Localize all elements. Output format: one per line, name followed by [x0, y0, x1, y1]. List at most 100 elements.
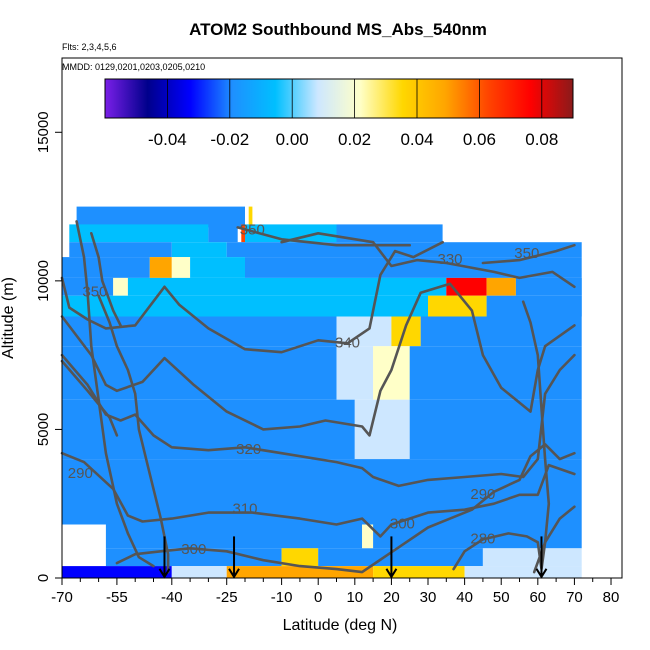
- contour-lines: [60, 220, 576, 574]
- contour-line-330-5: [60, 282, 576, 437]
- heatmap-cell-7-0: [62, 346, 337, 400]
- heatmap-cell-0-1: [248, 206, 253, 228]
- x-tick-label-80: 80: [603, 589, 620, 606]
- heatmap-cell-5-2: [486, 295, 582, 317]
- heatmap-cell-7-2: [373, 346, 410, 400]
- contour-line-350-1: [236, 226, 411, 247]
- dates-note: MMDD: 0129,0201,0203,0205,0210: [62, 62, 205, 72]
- x-tick-label-70: 70: [566, 589, 583, 606]
- heatmap-cell-3-0: [62, 257, 150, 278]
- contour-line-280-10: [452, 505, 576, 571]
- colorbar-tick-label-0: -0.04: [148, 130, 187, 149]
- heatmap-cell-11-2: [318, 548, 483, 567]
- contour-line-320-6: [60, 353, 576, 488]
- heatmap-cell-11-3: [482, 548, 582, 567]
- x-axis-label: Latitude (deg N): [283, 617, 398, 634]
- heatmap-cell-12-3: [373, 566, 465, 578]
- contour-label-9: 290: [68, 465, 93, 482]
- flight-arrow-0: [158, 536, 171, 579]
- colorbar-tick-label-4: 0.04: [400, 130, 433, 149]
- heatmap-cell-1-2: [241, 224, 245, 243]
- colorbar-tick-label-2: 0.00: [276, 130, 309, 149]
- x-axis: -70 -55 -40 -25 -10 0 10 20 30 40 50 60 70 80: [51, 577, 622, 606]
- heatmap-cell-3-1: [149, 257, 172, 278]
- heatmap-cell-4-2: [127, 277, 447, 296]
- y-tick-label-10000: 10000: [35, 260, 52, 302]
- heatmap-cell-12-1: [171, 566, 227, 578]
- heatmap-cell-12-4: [464, 566, 582, 578]
- contour-label-10: 290: [470, 486, 495, 503]
- colorbar: -0.04 -0.02 0.00 0.02 0.04 0.06 0.08: [104, 78, 574, 149]
- colorbar-tick-label-1: -0.02: [210, 130, 249, 149]
- contour-labels: 350 350 330 350 340 320 310 300 300 290 290 280: [68, 221, 540, 558]
- x-tick-label-50: 50: [493, 589, 510, 606]
- heatmap-cell-1-0: [69, 224, 209, 243]
- x-tick-label--70: -70: [51, 589, 73, 606]
- x-tick-label-60: 60: [529, 589, 546, 606]
- heatmap-cell-8-2: [409, 399, 582, 460]
- flight-arrow-1: [228, 536, 240, 579]
- flight-arrow-3: [535, 536, 548, 579]
- x-tick-label-10: 10: [346, 589, 363, 606]
- contour-label-4: 340: [335, 334, 360, 351]
- contour-line-300-8: [115, 443, 576, 574]
- contour-line-340-4: [60, 240, 444, 354]
- chart-title: ATOM2 Southbound MS_Abs_540nm: [189, 20, 487, 39]
- y-axis: 0 5000 10000 15000: [35, 111, 62, 582]
- y-axis-label: Altitude (m): [0, 277, 17, 359]
- x-tick-label--25: -25: [216, 589, 238, 606]
- heatmap-cell-1-3: [245, 224, 337, 243]
- contour-label-3: 350: [514, 245, 539, 262]
- y-tick-label-15000: 15000: [35, 111, 52, 153]
- heatmap-cell-2-2: [226, 242, 582, 258]
- heatmap-cell-4-1: [113, 277, 128, 296]
- y-tick-label-0: 0: [35, 574, 52, 582]
- x-tick-label--55: -55: [106, 589, 128, 606]
- contour-label-5: 320: [236, 441, 261, 458]
- heatmap-cell-12-2: [226, 566, 374, 578]
- flight-arrows: [158, 536, 548, 579]
- heatmap-cell-3-2: [171, 257, 191, 278]
- contour-line-300-11: [75, 220, 155, 568]
- contour-label-6: 310: [232, 501, 257, 518]
- heatmap-cell-1-4: [336, 224, 443, 243]
- x-tick-label--10: -10: [271, 589, 293, 606]
- x-tick-label-0: 0: [314, 589, 322, 606]
- heatmap-cell-7-1: [336, 346, 374, 400]
- heatmap-cell-0-0: [76, 206, 245, 228]
- contour-line-330-2: [280, 232, 576, 289]
- contour-line-310-7: [60, 451, 576, 538]
- contour-line-350-0: [90, 232, 122, 327]
- x-tick-label-20: 20: [383, 589, 400, 606]
- colorbar-tick-label-6: 0.08: [525, 130, 558, 149]
- contour-line-340-13: [60, 359, 119, 437]
- flight-arrow-2: [385, 536, 398, 579]
- heatmap-cell-2-1: [171, 242, 227, 258]
- heatmap-cell-4-5: [515, 277, 582, 296]
- heatmap-cell-6-3: [420, 316, 582, 347]
- heatmap-cell-4-4: [486, 277, 516, 296]
- contour-label-1: 350: [240, 221, 265, 238]
- contour-line-320-12: [521, 300, 551, 574]
- heatmap-cell-9-0: [62, 459, 582, 525]
- heatmap-cell-10-1: [362, 524, 374, 549]
- flights-note: Flts: 2,3,4,5,6: [62, 42, 117, 52]
- contour-label-8: 300: [390, 515, 415, 532]
- contour-label-7: 300: [181, 541, 206, 558]
- contour-line-350-3: [481, 243, 576, 265]
- heatmap-cell-5-1: [428, 295, 487, 317]
- heatmap-cell-11-1: [281, 548, 319, 567]
- contour-label-0: 350: [82, 284, 107, 301]
- heatmap-cell-3-3: [190, 257, 245, 278]
- heatmap-cell-7-3: [409, 346, 582, 400]
- heatmap: [62, 206, 582, 578]
- heatmap-cell-6-2: [391, 316, 421, 347]
- contour-label-11: 280: [470, 530, 495, 547]
- heatmap-cell-12-0: [62, 566, 172, 578]
- x-tick-label-40: 40: [456, 589, 473, 606]
- contour-label-2: 330: [437, 251, 462, 268]
- x-tick-label--40: -40: [161, 589, 183, 606]
- y-tick-label-5000: 5000: [35, 413, 52, 446]
- colorbar-tick-label-5: 0.06: [463, 130, 496, 149]
